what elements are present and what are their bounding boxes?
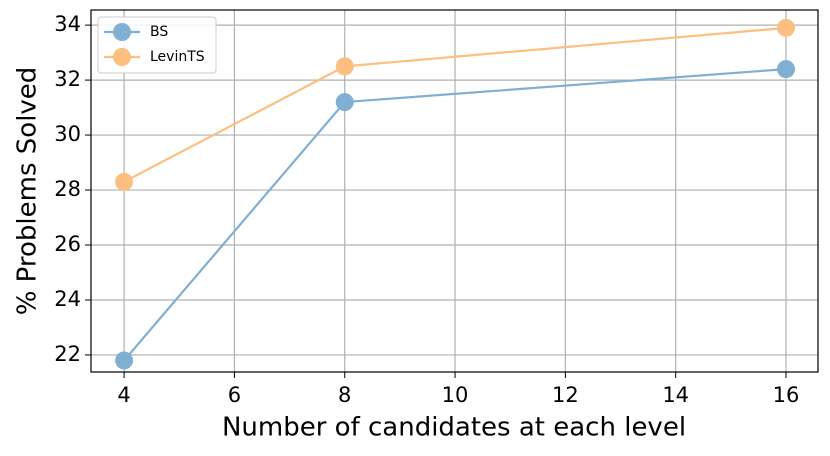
data-point (777, 18, 796, 37)
legend-label: BS (150, 24, 168, 40)
data-point (115, 351, 134, 370)
x-tick-label: 8 (338, 383, 351, 407)
data-point (335, 57, 354, 76)
x-tick-label: 10 (442, 383, 469, 407)
x-tick-label: 12 (552, 383, 579, 407)
y-axis-label: % Problems Solved (13, 67, 43, 316)
y-tick-label: 28 (54, 177, 81, 201)
x-tick-label: 16 (773, 383, 800, 407)
x-tick-label: 6 (228, 383, 241, 407)
data-point (335, 93, 354, 112)
x-tick-label: 14 (662, 383, 689, 407)
y-tick-label: 26 (54, 232, 81, 256)
y-tick-label: 34 (54, 12, 81, 36)
data-point (115, 172, 134, 191)
legend-marker (113, 23, 131, 41)
legend: BS LevinTS (97, 16, 217, 74)
y-tick-label: 30 (54, 122, 81, 146)
y-tick-label: 32 (54, 67, 81, 91)
plot-frame (90, 9, 819, 373)
y-tick-label: 24 (54, 287, 81, 311)
x-axis-label: Number of candidates at each level (222, 413, 686, 443)
x-tick-label: 4 (117, 383, 130, 407)
legend-label: LevinTS (150, 49, 205, 65)
y-tick-label: 22 (54, 342, 81, 366)
data-point (777, 60, 796, 79)
legend-marker (113, 48, 131, 66)
